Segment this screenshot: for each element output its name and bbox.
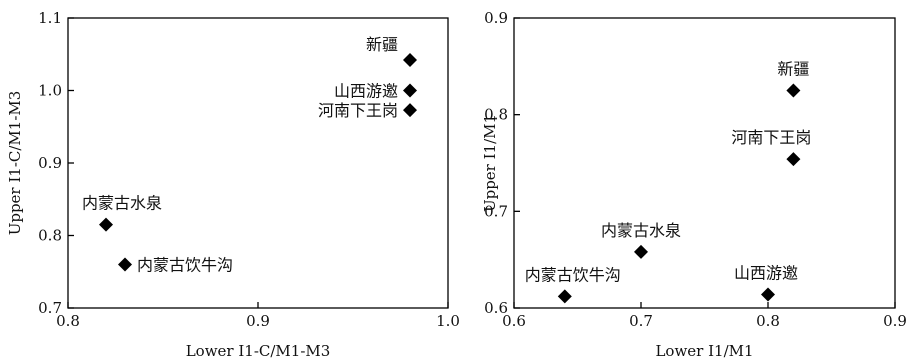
chart2-x-tick-label: 0.7 [629, 312, 653, 330]
chart2-data-point [557, 289, 572, 304]
chart2-data-point [786, 152, 801, 167]
chart1-y-tick-label: 1.1 [38, 9, 62, 27]
chart1-y-tick-label: 0.8 [38, 227, 62, 245]
chart2-y-axis-label: Upper I1/M1 [481, 114, 499, 212]
chart1-y-tick-label: 1.0 [38, 82, 62, 100]
chart2-y-tick-label: 0.9 [484, 9, 508, 27]
chart1-data-point [118, 257, 132, 272]
chart2-point-label: 河南下王岗 [731, 128, 811, 147]
chart2-x-tick-label: 0.8 [756, 312, 780, 330]
chart2-y-tick-label: 0.6 [484, 299, 508, 317]
chart1-data-point [403, 83, 417, 98]
chart1-point-label: 内蒙古水泉 [82, 194, 162, 213]
chart2-point-label: 山西游邀 [734, 263, 798, 282]
chart2-y-tick-label: 0.7 [484, 202, 508, 220]
chart1-point-label: 河南下王岗 [318, 101, 398, 120]
chart2-x-axis-label: Lower I1/M1 [655, 342, 753, 360]
chart1-data-point [99, 217, 113, 232]
chart1-point-label: 新疆 [366, 35, 398, 54]
chart2-data-point [786, 83, 801, 98]
chart2-point-label: 新疆 [777, 60, 809, 79]
chart1-x-tick-label: 0.8 [56, 312, 80, 330]
chart2-plot-frame [513, 17, 896, 309]
chart1-x-tick-label: 1.0 [436, 312, 460, 330]
chart2-x-tick-label: 0.9 [883, 312, 907, 330]
chart1-y-tick-label: 0.9 [38, 154, 62, 172]
chart2-data-point [634, 244, 648, 259]
chart1-x-tick-label: 0.9 [246, 312, 270, 330]
chart2-y-tick-label: 0.8 [484, 106, 508, 124]
chart1-point-label: 山西游邀 [334, 82, 398, 101]
chart1-y-axis-label: Upper I1-C/M1-M3 [6, 91, 24, 236]
chart1-data-point [403, 103, 417, 118]
chart2-point-label: 内蒙古水泉 [601, 221, 681, 240]
chart2-point-label: 内蒙古饮牛沟 [525, 265, 621, 284]
chart1-data-point [403, 53, 417, 68]
chart1-point-label: 内蒙古饮牛沟 [137, 256, 233, 275]
chart1-x-axis-label: Lower I1-C/M1-M3 [186, 342, 331, 360]
chart2-data-point [761, 287, 775, 302]
chart1-y-tick-label: 0.7 [38, 299, 62, 317]
chart2-x-tick-label: 0.6 [502, 312, 526, 330]
